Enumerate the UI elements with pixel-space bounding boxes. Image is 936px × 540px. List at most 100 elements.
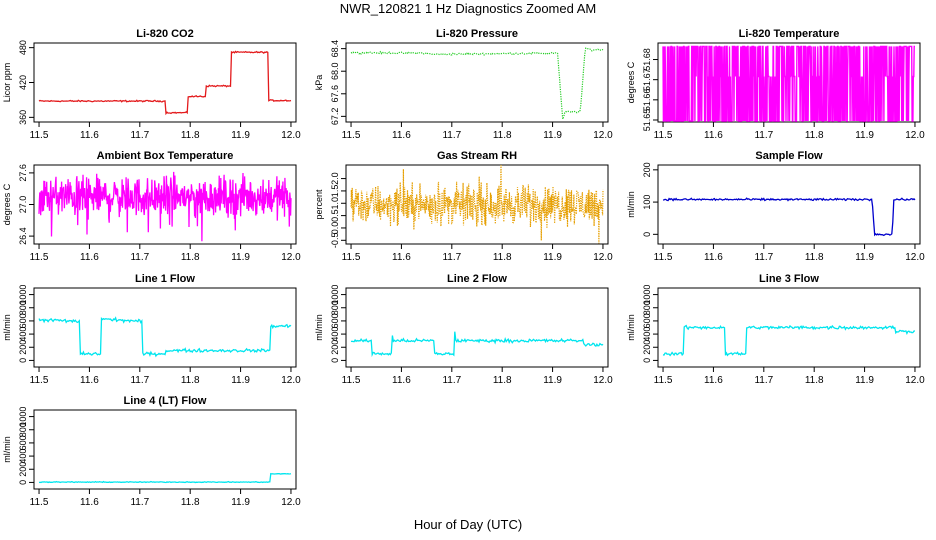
y-tick-label: 27.0 xyxy=(18,196,28,214)
y-tick-label: 600 xyxy=(18,313,28,328)
y-tick-label: 800 xyxy=(18,300,28,315)
y-tick-label: 400 xyxy=(642,327,652,342)
data-series xyxy=(38,50,292,116)
y-tick-label: 1.0 xyxy=(330,197,340,210)
panel-6: Sample Flow 11.5 11.6 11.7 11.8 11.9 12.0 0 100 2… xyxy=(626,150,925,263)
x-tick-label: 11.7 xyxy=(442,375,461,386)
panel-4: Ambient Box Temperature 11.5 11.6 11.7 11.8 1… xyxy=(2,150,301,263)
x-tick-label: 11.6 xyxy=(392,252,411,263)
x-tick-label: 11.6 xyxy=(80,252,99,263)
y-tick-label: 400 xyxy=(330,327,340,342)
x-tick-label: 12.0 xyxy=(281,497,301,508)
y-tick-label: 51.68 xyxy=(642,48,652,71)
y-tick-label: 0 xyxy=(18,480,28,485)
panel-10: Line 4 (LT) Flow 11.5 11.6 11.7 11.8 11.9 12.0… xyxy=(2,395,301,508)
data-series xyxy=(350,164,604,244)
x-tick-label: 11.7 xyxy=(130,130,149,141)
y-tick-label: 600 xyxy=(18,435,28,450)
data-series xyxy=(38,316,292,358)
plot-frame xyxy=(345,42,609,123)
data-series xyxy=(350,47,604,120)
y-tick-label: 600 xyxy=(330,313,340,328)
x-tick-label: 11.6 xyxy=(392,375,411,386)
x-tick-label: 11.8 xyxy=(493,252,512,263)
x-tick-label: 11.6 xyxy=(392,130,411,141)
y-axis-label: degrees C xyxy=(626,61,636,103)
x-tick-label: 11.9 xyxy=(231,497,250,508)
plot-frame xyxy=(345,287,609,368)
y-axis-label: ml/min xyxy=(2,314,12,341)
x-tick-label: 11.5 xyxy=(342,130,361,141)
panel-2: Li-820 Pressure 11.5 11.6 11.7 11.8 11.9 12.0 6… xyxy=(314,28,613,141)
y-axis-label: degrees C xyxy=(2,183,12,225)
x-tick-label: 11.6 xyxy=(80,375,99,386)
y-tick-label: 1000 xyxy=(18,407,28,427)
data-series xyxy=(38,472,292,484)
y-tick-label: 480 xyxy=(18,40,28,55)
y-tick-label: 200 xyxy=(642,162,652,177)
panel-title: Li-820 CO2 xyxy=(136,28,193,40)
x-tick-label: 12.0 xyxy=(281,375,301,386)
y-tick-label: 200 xyxy=(18,340,28,355)
y-tick-label: 0.0 xyxy=(330,222,340,235)
panel-title: Line 3 Flow xyxy=(759,273,819,285)
x-tick-label: 11.9 xyxy=(231,252,250,263)
panel-title: Sample Flow xyxy=(755,150,823,162)
data-series xyxy=(38,171,292,242)
y-axis-label: Licor ppm xyxy=(2,63,12,103)
x-tick-label: 11.8 xyxy=(805,252,824,263)
y-axis-label: kPa xyxy=(314,75,324,91)
panel-1: Li-820 CO2 11.5 11.6 11.7 11.8 11.9 12.0 360 420… xyxy=(2,28,301,141)
x-tick-label: 11.5 xyxy=(30,497,49,508)
y-tick-label: 1000 xyxy=(18,285,28,305)
x-tick-label: 11.9 xyxy=(855,130,874,141)
y-tick-label: 26.4 xyxy=(18,227,28,245)
y-axis-label: percent xyxy=(314,189,324,220)
y-tick-label: 800 xyxy=(18,422,28,437)
y-tick-label: 200 xyxy=(18,462,28,477)
data-series xyxy=(662,197,916,237)
y-axis-label: ml/min xyxy=(626,314,636,341)
y-tick-label: 0 xyxy=(330,358,340,363)
x-tick-label: 11.5 xyxy=(30,375,49,386)
panel-title: Line 1 Flow xyxy=(135,273,195,285)
y-tick-label: 800 xyxy=(330,300,340,315)
x-tick-label: 11.5 xyxy=(342,375,361,386)
x-tick-label: 11.7 xyxy=(130,252,149,263)
x-tick-label: 12.0 xyxy=(905,130,925,141)
x-tick-label: 11.8 xyxy=(181,252,200,263)
panel-7: Line 1 Flow 11.5 11.6 11.7 11.8 11.9 12.0 0 2004… xyxy=(2,273,301,386)
x-tick-label: 11.8 xyxy=(493,375,512,386)
x-tick-label: 11.7 xyxy=(442,252,461,263)
x-tick-label: 12.0 xyxy=(905,252,925,263)
figure-title: NWR_120821 1 Hz Diagnostics Zoomed AM xyxy=(339,1,597,16)
y-axis-label: ml/min xyxy=(2,436,12,463)
data-series xyxy=(662,45,915,122)
x-tick-label: 11.9 xyxy=(543,130,562,141)
y-tick-label: 51.67 xyxy=(642,68,652,91)
x-tick-label: 11.6 xyxy=(80,130,99,141)
x-tick-label: 12.0 xyxy=(593,252,613,263)
x-tick-label: 11.9 xyxy=(855,252,874,263)
x-tick-label: 11.8 xyxy=(181,130,200,141)
x-tick-label: 11.9 xyxy=(231,130,250,141)
y-tick-label: 100 xyxy=(642,195,652,210)
x-tick-label: 11.7 xyxy=(754,130,773,141)
panel-title: Ambient Box Temperature xyxy=(97,150,234,162)
x-tick-label: 12.0 xyxy=(281,130,301,141)
x-tick-label: 11.9 xyxy=(231,375,250,386)
x-tick-label: 11.8 xyxy=(805,375,824,386)
x-tick-label: 11.6 xyxy=(80,497,99,508)
panel-title: Gas Stream RH xyxy=(437,150,517,162)
y-tick-label: 200 xyxy=(642,340,652,355)
panel-title: Li-820 Pressure xyxy=(436,28,518,40)
y-tick-label: -0.5 xyxy=(330,233,340,249)
x-tick-label: 11.5 xyxy=(30,130,49,141)
x-tick-label: 11.9 xyxy=(855,375,874,386)
panel-title: Li-820 Temperature xyxy=(739,28,840,40)
y-tick-label: 1000 xyxy=(330,285,340,305)
x-tick-label: 11.5 xyxy=(342,252,361,263)
data-series xyxy=(662,324,915,357)
plot-frame xyxy=(345,164,609,245)
